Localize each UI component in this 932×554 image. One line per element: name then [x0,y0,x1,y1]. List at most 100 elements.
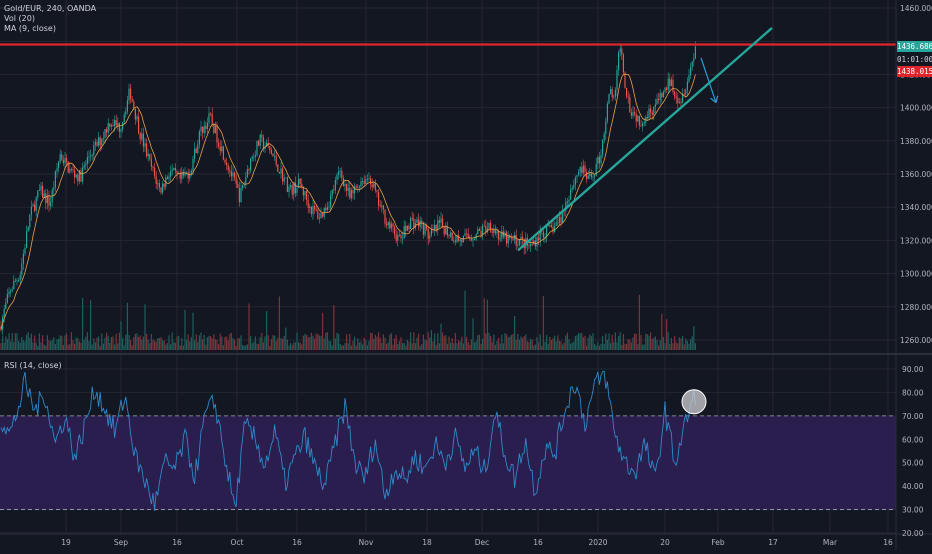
volume-bar [342,345,344,350]
volume-bar [626,343,628,350]
candle-body [354,186,356,194]
volume-bar [686,341,688,350]
volume-bar [443,336,445,350]
volume-bar [442,332,444,350]
candle-body [454,240,456,242]
candle-body [315,209,317,211]
candle-body [301,183,303,187]
volume-bar [677,343,679,350]
volume-bar [330,341,332,350]
candle-body [443,226,445,235]
volume-bar [533,345,535,350]
volume-bar [107,335,109,350]
candle-body [352,190,354,194]
candle-body [61,154,63,160]
volume-bar [602,336,604,350]
volume-bar [634,333,636,350]
candle-body [258,140,260,146]
volume-bar [662,337,664,350]
volume-bar [213,334,215,350]
volume-bar [586,345,588,350]
candle-body [691,61,693,68]
volume-bar [603,343,605,350]
candle-body [680,102,682,104]
volume-legend[interactable]: Vol (20) [4,14,35,23]
volume-bar [365,339,367,350]
volume-bar [504,333,506,350]
volume-bar [678,337,680,350]
volume-bar [150,334,152,350]
volume-bar [536,337,538,350]
ma-legend[interactable]: MA (9, close) [4,24,56,33]
volume-bar [347,343,349,350]
time-tick-label: Oct [231,538,244,547]
rsi-tick-label: 40.00 [902,482,924,491]
candle-body [584,165,586,173]
candle-body [520,236,522,240]
candle-body [6,294,8,303]
candle-body [115,120,117,125]
volume-bar [142,336,144,350]
candle-body [632,112,634,116]
volume-bar [555,341,557,350]
volume-bar [509,336,511,350]
candle-body [203,125,205,133]
volume-bar [30,333,32,350]
candle-body [682,93,684,103]
candle-body [144,143,146,147]
volume-bar [590,336,592,350]
candle-body [411,217,413,219]
volume-bar [22,340,24,350]
volume-bar [402,343,404,350]
volume-bar [411,343,413,350]
candle-body [602,139,604,155]
candle-body [496,231,498,234]
volume-bar [46,335,48,350]
rsi-highlight-circle[interactable] [681,389,707,415]
volume-bar [522,337,524,350]
candle-body [362,181,364,182]
candle-body [37,190,39,198]
volume-bar [26,334,28,350]
volume-bar [160,337,162,350]
volume-bar [141,339,143,350]
candle-body [587,175,589,179]
volume-bar [197,342,199,350]
candle-body [366,178,368,180]
candle-body [555,222,557,226]
volume-bar [635,333,637,350]
candle-body [75,174,77,178]
rsi-tick-label: 90.00 [902,365,924,374]
rsi-axis[interactable]: 90.00 80.00 70.00 60.00 50.00 40.00 30.00 20.00 [902,365,924,538]
volume-bar [562,344,564,350]
volume-bar [597,341,599,350]
volume-bar [237,338,239,350]
volume-bar [379,337,381,350]
candle-body [245,177,247,184]
volume-bar [131,345,133,350]
candle-body [69,168,71,173]
trendline[interactable] [517,27,773,252]
candle-body [528,245,530,247]
time-tick-label: 18 [422,538,432,547]
volume-bar [424,339,426,350]
candles[interactable] [0,41,696,335]
volume-bar [45,345,47,350]
candle-body [234,172,236,178]
rsi-legend[interactable]: RSI (14, close) [4,361,62,370]
forecast-arrow[interactable] [700,57,719,104]
volume-bar [234,339,236,350]
volume-bar [578,332,580,350]
volume-bar [286,339,288,350]
volume-bar [392,344,394,350]
volume-bar [541,345,543,350]
volume-bar [35,342,37,350]
volume-bar [486,299,488,350]
volume-bar [427,332,429,350]
candle-body [371,184,373,188]
time-axis[interactable]: 19 Sep 16 Oct 16 Nov 18 Dec 16 2020 20 Feb 17 Mar 16 [61,538,893,547]
symbol-legend[interactable]: Gold/EUR, 240, OANDA [4,4,97,13]
candle-body [498,231,500,240]
